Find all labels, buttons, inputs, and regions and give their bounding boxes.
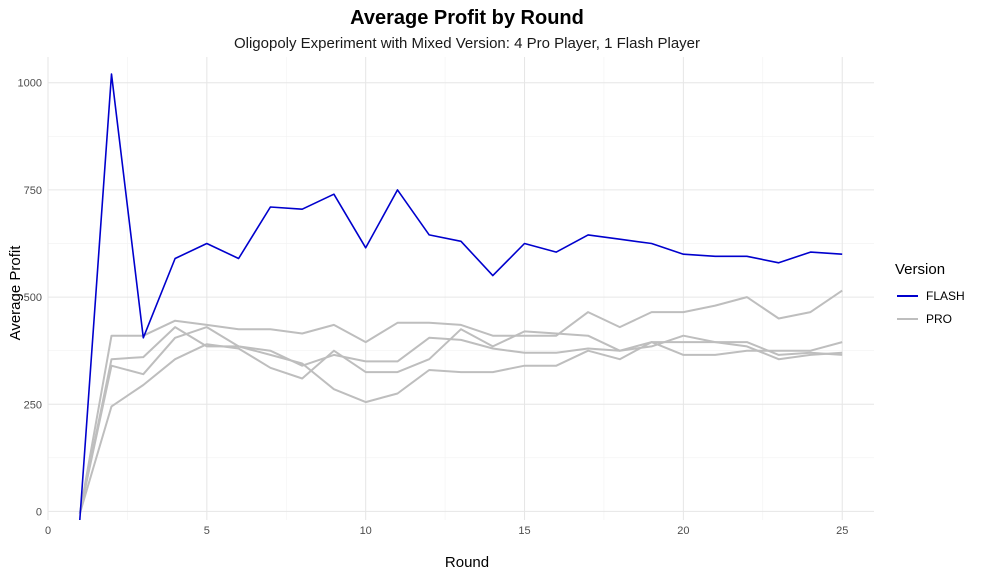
- x-tick-label: 10: [360, 525, 372, 537]
- series-line-pro-2: [78, 326, 843, 514]
- y-tick-label: 500: [24, 292, 42, 304]
- y-tick-label: 1000: [18, 78, 42, 90]
- y-tick-label: 750: [24, 185, 42, 197]
- y-axis-ticks: 0 250 500 750 1000: [18, 78, 42, 519]
- series-line-flash-4: [79, 73, 843, 521]
- y-tick-label: 0: [36, 506, 42, 518]
- x-axis-title: Round: [445, 554, 489, 571]
- legend-label-pro: PRO: [926, 312, 952, 326]
- x-tick-label: 0: [45, 525, 51, 537]
- legend-label-flash: FLASH: [926, 289, 965, 303]
- y-axis-title: Average Profit: [7, 245, 24, 341]
- x-tick-label: 25: [836, 525, 848, 537]
- grid-lines: [47, 57, 874, 520]
- legend-title: Version: [895, 261, 945, 278]
- x-tick-label: 5: [204, 525, 210, 537]
- series-line-pro-1: [78, 328, 843, 514]
- x-axis-ticks: 0 5 10 15 20 25: [45, 525, 848, 537]
- series-line-pro-0: [78, 289, 843, 514]
- series-lines: [78, 73, 843, 521]
- chart-title: Average Profit by Round: [350, 7, 584, 29]
- x-tick-label: 15: [518, 525, 530, 537]
- series-line-pro-3: [78, 326, 843, 514]
- legend: Version FLASH PRO: [895, 261, 965, 326]
- x-tick-label: 20: [677, 525, 689, 537]
- chart-subtitle: Oligopoly Experiment with Mixed Version:…: [234, 35, 700, 52]
- y-tick-label: 250: [24, 399, 42, 411]
